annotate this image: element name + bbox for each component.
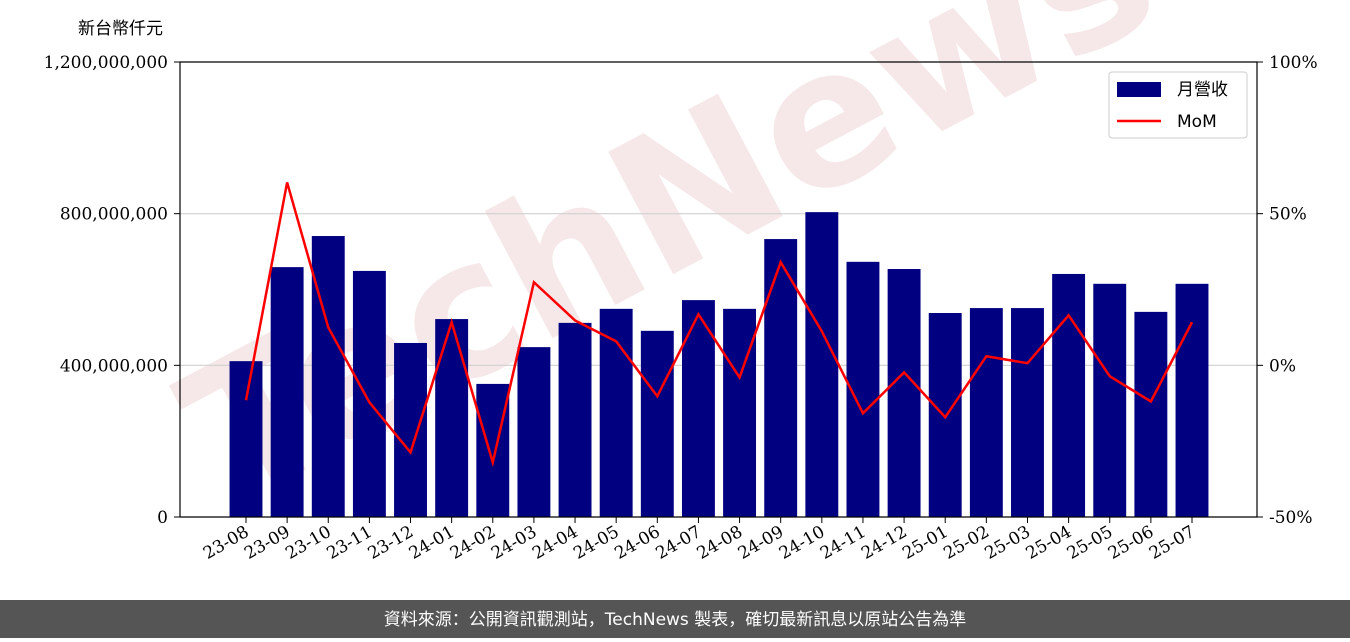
y2-tick-label: 100% xyxy=(1269,53,1318,73)
bar xyxy=(1011,308,1044,517)
bar xyxy=(599,308,633,517)
x-tick-label: 23-08 xyxy=(200,522,252,564)
y2-tick-label: 0% xyxy=(1269,356,1296,376)
line xyxy=(244,182,1194,468)
x-tick-label: 24-12 xyxy=(858,522,910,564)
bar xyxy=(476,383,510,517)
x-tick-label: 25-02 xyxy=(940,522,992,564)
bar xyxy=(1134,311,1168,517)
footer-band xyxy=(0,600,1350,638)
bar xyxy=(969,308,1003,517)
legend-label: MoM xyxy=(1177,112,1217,132)
bar xyxy=(1093,283,1127,517)
y2-tick-label: -50% xyxy=(1269,508,1313,528)
x-tick-label: 24-09 xyxy=(735,522,787,564)
bar xyxy=(640,330,674,517)
legend-swatch xyxy=(1117,82,1161,97)
bar xyxy=(435,319,469,517)
bar xyxy=(1052,273,1086,517)
bar xyxy=(352,270,386,517)
y2-tick-label: 50% xyxy=(1269,205,1307,225)
y-axis-label: 新台幣仟元 xyxy=(78,19,163,39)
bar xyxy=(1175,283,1209,517)
x-tick-label: 24-05 xyxy=(570,522,622,564)
x-tick-label: 25-04 xyxy=(1023,522,1075,564)
bar xyxy=(723,308,757,517)
x-tick-label: 23-12 xyxy=(365,522,417,564)
y-tick-label: 800,000,000 xyxy=(60,205,168,225)
x-tick-label: 25-03 xyxy=(982,522,1034,564)
x-tick-label: 25-05 xyxy=(1064,522,1116,564)
x-tick-label: 24-10 xyxy=(776,522,828,564)
x-tick-label: 24-08 xyxy=(694,522,746,564)
x-tick-label: 23-11 xyxy=(323,522,375,564)
bar xyxy=(517,347,551,517)
x-tick-label: 24-02 xyxy=(447,522,499,564)
bar xyxy=(887,269,921,517)
x-tick-label: 25-06 xyxy=(1105,522,1157,564)
x-tick-label: 24-11 xyxy=(817,522,869,564)
x-tick-label: 24-04 xyxy=(529,522,581,564)
bar xyxy=(764,239,798,517)
legend-label: 月營收 xyxy=(1177,80,1228,100)
x-tick-label: 24-07 xyxy=(652,522,704,564)
y-tick-label: 1,200,000,000 xyxy=(44,53,168,73)
x-tick-label: 24-06 xyxy=(611,522,663,564)
bar xyxy=(558,322,592,517)
x-tick-label: 24-01 xyxy=(406,522,458,564)
bar xyxy=(394,342,427,517)
bar xyxy=(805,212,839,517)
y-tick-label: 0 xyxy=(157,508,168,528)
x-tick-label: 25-01 xyxy=(899,522,951,564)
bar xyxy=(270,267,304,517)
footer: 資料來源：公開資訊觀測站，TechNews 製表，確切最新訊息以原站公告為準 xyxy=(384,610,966,630)
plot-frame xyxy=(179,61,1258,518)
bar xyxy=(229,361,263,517)
y-tick-label: 400,000,000 xyxy=(60,356,168,376)
x-tick-label: 24-03 xyxy=(488,522,540,564)
x-tick-label: 25-07 xyxy=(1146,522,1198,564)
bar xyxy=(311,236,345,517)
